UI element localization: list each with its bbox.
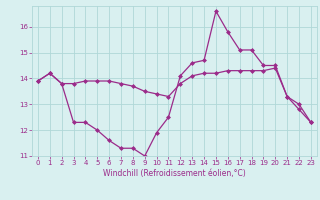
X-axis label: Windchill (Refroidissement éolien,°C): Windchill (Refroidissement éolien,°C): [103, 169, 246, 178]
